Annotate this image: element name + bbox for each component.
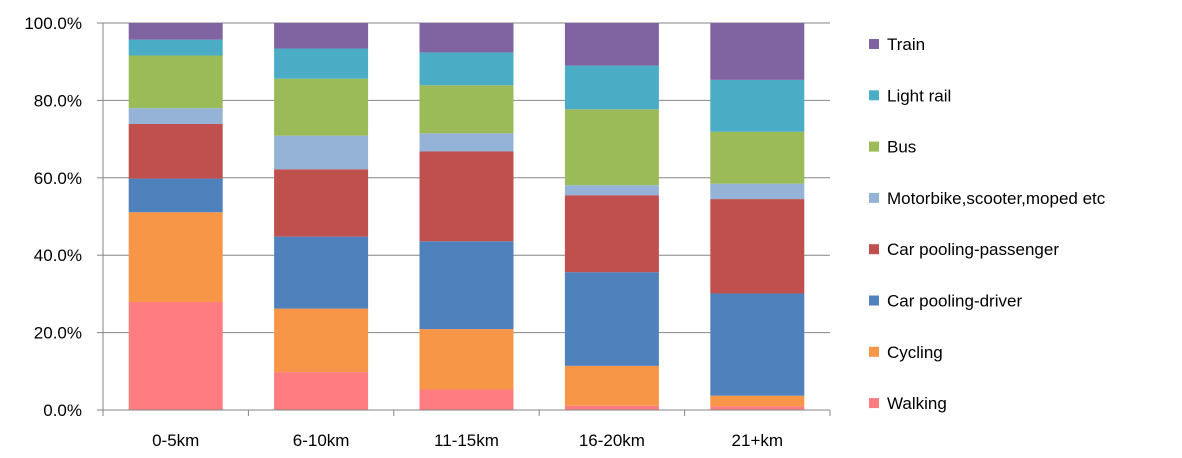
bar-segment-cycling: [710, 395, 805, 407]
bar-segment-walking: [128, 302, 223, 410]
bar-segment-walking: [710, 406, 805, 410]
legend-label: Motorbike,scooter,moped etc: [887, 189, 1106, 208]
bar-segment-light-rail: [274, 48, 369, 79]
bar-segment-cycling: [128, 212, 223, 303]
bar-segment-walking: [564, 405, 659, 410]
legend-item-light-rail: Light rail: [869, 86, 951, 105]
y-tick-label: 60.0%: [34, 169, 82, 188]
legend-label: Car pooling-passenger: [887, 240, 1059, 259]
bar-segment-motorbike-scooter-moped-etc: [710, 183, 805, 200]
x-tick-label: 6-10km: [293, 431, 350, 450]
bar-segment-bus: [710, 131, 805, 184]
y-tick-label: 20.0%: [34, 324, 82, 343]
legend-label: Cycling: [887, 343, 943, 362]
legend-item-car-pooling-passenger: Car pooling-passenger: [869, 240, 1059, 259]
legend-swatch: [869, 346, 879, 357]
bar-segment-light-rail: [564, 65, 659, 110]
bar-segment-motorbike-scooter-moped-etc: [419, 133, 514, 152]
bar-segment-light-rail: [419, 52, 514, 86]
bar-segment-bus: [274, 78, 369, 136]
legend-item-bus: Bus: [869, 138, 916, 157]
y-tick-label: 40.0%: [34, 246, 82, 265]
bar-segment-train: [419, 23, 514, 53]
bars: [128, 23, 805, 410]
legend-swatch: [869, 295, 879, 306]
y-axis-tick-labels: 0.0% 20.0% 40.0% 60.0% 80.0% 100.0%: [24, 14, 82, 420]
legend-item-walking: Walking: [869, 394, 947, 413]
x-axis-tick-labels: 0-5km 6-10km 11-15km 16-20km 21+km: [152, 431, 783, 450]
x-tick-label: 11-15km: [434, 431, 499, 450]
bar-segment-car-pooling-passenger: [419, 151, 514, 242]
bar-segment-bus: [419, 85, 514, 134]
bar-segment-train: [564, 23, 659, 66]
bar-segment-cycling: [419, 329, 514, 390]
legend-item-motorbike-scooter-moped-etc: Motorbike,scooter,moped etc: [869, 189, 1106, 208]
bar-segment-car-pooling-passenger: [128, 124, 223, 179]
bar-segment-light-rail: [710, 79, 805, 132]
legend-label: Bus: [887, 138, 916, 157]
axes: [102, 23, 831, 416]
y-tick-label: 100.0%: [24, 14, 82, 33]
bar-segment-train: [274, 23, 369, 49]
legend-label: Walking: [887, 394, 947, 413]
bar-segment-car-pooling-driver: [419, 241, 514, 330]
bar-segment-bus: [564, 109, 659, 186]
bar-segment-bus: [128, 55, 223, 109]
legend-swatch: [869, 398, 879, 409]
y-tick-label: 80.0%: [34, 91, 82, 110]
bar-segment-light-rail: [128, 39, 223, 56]
legend-swatch: [869, 39, 879, 49]
x-tick-label: 21+km: [732, 431, 784, 450]
bar-segment-cycling: [564, 365, 659, 406]
bar-segment-car-pooling-driver: [274, 236, 369, 309]
bar-stack-16-20km: [564, 23, 659, 410]
bar-stack-11-15km: [419, 23, 514, 410]
legend-item-train: Train: [869, 35, 925, 54]
y-tick-label: 0.0%: [43, 401, 82, 420]
bar-segment-car-pooling-driver: [564, 272, 659, 366]
bar-segment-walking: [274, 372, 369, 410]
bar-segment-car-pooling-passenger: [274, 169, 369, 237]
legend-swatch: [869, 192, 879, 203]
bar-stack-21-km: [710, 23, 805, 410]
legend-swatch: [869, 141, 879, 152]
bar-segment-motorbike-scooter-moped-etc: [274, 135, 369, 170]
bar-segment-car-pooling-driver: [710, 293, 805, 396]
legend-swatch: [869, 244, 879, 255]
bar-segment-train: [128, 23, 223, 40]
x-tick-label: 0-5km: [152, 431, 199, 450]
bar-segment-walking: [419, 389, 514, 410]
bar-segment-car-pooling-passenger: [710, 199, 805, 294]
legend-label: Light rail: [887, 86, 951, 105]
bar-stack-6-10km: [274, 23, 369, 410]
bar-segment-car-pooling-driver: [128, 178, 223, 213]
legend: Train Light rail Bus Motorbike,scooter,mope…: [869, 35, 1106, 413]
legend-label: Car pooling-driver: [887, 292, 1022, 311]
legend-label: Train: [887, 35, 925, 54]
bar-segment-train: [710, 23, 805, 80]
bar-segment-cycling: [274, 308, 369, 373]
legend-swatch: [869, 90, 879, 101]
x-tick-label: 16-20km: [579, 431, 645, 450]
bar-stack-0-5km: [128, 23, 223, 410]
legend-item-car-pooling-driver: Car pooling-driver: [869, 292, 1022, 311]
bar-segment-motorbike-scooter-moped-etc: [128, 108, 223, 125]
bar-segment-motorbike-scooter-moped-etc: [564, 185, 659, 196]
bar-segment-car-pooling-passenger: [564, 195, 659, 273]
legend-item-cycling: Cycling: [869, 343, 943, 362]
